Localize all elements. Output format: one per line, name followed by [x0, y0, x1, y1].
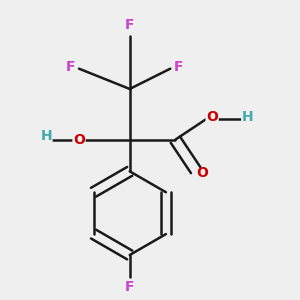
Text: F: F	[125, 18, 134, 32]
Text: H: H	[40, 129, 52, 143]
Text: F: F	[174, 60, 184, 74]
Text: O: O	[196, 166, 208, 180]
Text: O: O	[73, 133, 85, 147]
Text: F: F	[125, 280, 134, 294]
Text: F: F	[66, 60, 75, 74]
Text: H: H	[242, 110, 254, 124]
Text: O: O	[206, 110, 218, 124]
